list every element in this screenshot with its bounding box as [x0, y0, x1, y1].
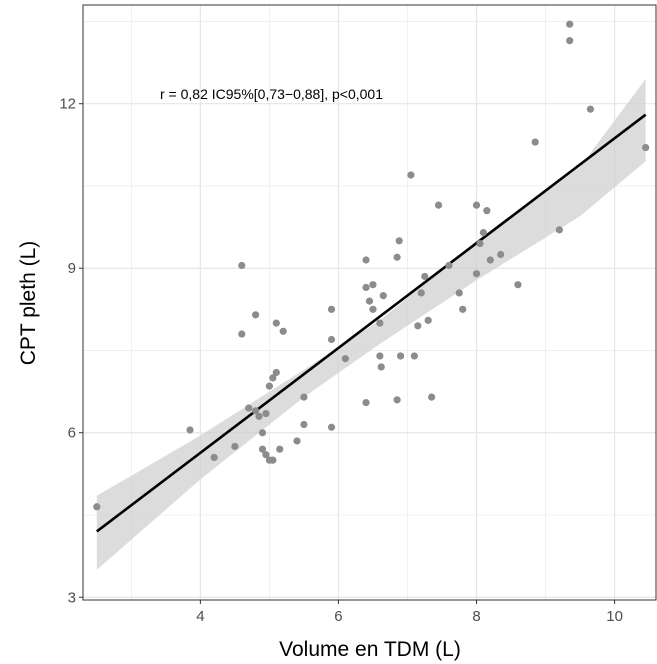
data-point	[276, 445, 284, 453]
data-point	[393, 253, 401, 261]
regression-line	[96, 113, 647, 533]
data-point	[486, 256, 494, 264]
data-point	[369, 305, 377, 313]
data-point	[258, 429, 267, 437]
data-point	[272, 319, 280, 327]
data-point	[396, 352, 405, 360]
data-point	[428, 393, 436, 401]
data-points	[93, 20, 650, 511]
data-point	[376, 352, 384, 360]
data-point	[362, 398, 370, 407]
data-point	[272, 368, 280, 377]
data-point	[362, 256, 370, 264]
data-point	[186, 426, 194, 434]
x-tick-label: 8	[472, 608, 480, 625]
data-point	[231, 442, 239, 451]
data-point	[566, 37, 574, 45]
data-point	[300, 393, 308, 401]
y-tick-label: 3	[68, 589, 76, 606]
data-point	[417, 289, 425, 297]
data-point	[483, 207, 491, 215]
data-point	[424, 316, 432, 324]
data-point	[434, 201, 443, 209]
data-point	[365, 297, 374, 305]
y-axis-ticks: 3 6 9 12	[59, 96, 83, 606]
y-tick-label: 6	[68, 425, 76, 442]
x-tick-label: 10	[606, 608, 623, 625]
data-point	[327, 335, 336, 344]
y-tick-label: 12	[59, 96, 76, 113]
data-point	[293, 437, 301, 445]
data-point	[238, 330, 246, 338]
x-axis-ticks: 4 6 8 10	[196, 600, 623, 625]
data-point	[455, 289, 463, 297]
data-point	[476, 239, 484, 248]
panel-border	[82, 4, 657, 601]
data-point	[258, 445, 267, 453]
data-point	[341, 355, 349, 363]
data-point	[497, 250, 505, 259]
data-point	[531, 138, 539, 146]
data-point	[279, 327, 287, 335]
data-point	[255, 412, 263, 420]
data-point	[269, 456, 277, 464]
data-point	[210, 453, 218, 462]
data-point	[265, 382, 273, 390]
data-point	[586, 105, 595, 113]
data-point	[393, 396, 401, 404]
x-tick-label: 6	[334, 608, 342, 625]
data-point	[479, 228, 488, 237]
data-point	[642, 143, 650, 152]
data-point	[300, 420, 308, 429]
data-point	[93, 503, 101, 511]
x-tick-label: 4	[196, 608, 204, 625]
data-point	[407, 171, 415, 179]
data-point	[238, 261, 246, 270]
data-point	[369, 281, 377, 289]
data-point	[445, 261, 453, 270]
data-point	[251, 407, 260, 415]
data-point	[421, 272, 429, 281]
data-point	[414, 322, 422, 330]
grid-major	[83, 5, 656, 600]
data-point	[395, 237, 403, 245]
data-point	[410, 352, 418, 360]
data-point	[379, 292, 387, 300]
data-point	[262, 451, 270, 459]
data-point	[459, 305, 467, 313]
data-point	[376, 319, 384, 327]
data-point	[555, 226, 563, 234]
correlation-annotation: r = 0,82 IC95%[0,73−0,88], p<0,001	[160, 86, 383, 102]
data-point	[472, 201, 481, 209]
data-point	[251, 311, 260, 319]
data-point	[377, 363, 385, 371]
data-point	[362, 283, 370, 292]
x-axis-title: Volume en TDM (L)	[279, 638, 461, 661]
data-point	[327, 423, 336, 431]
data-point	[327, 305, 336, 313]
data-point	[245, 404, 253, 412]
data-point	[269, 374, 277, 382]
data-point	[472, 270, 481, 278]
data-point	[262, 409, 270, 418]
data-point	[514, 281, 522, 289]
y-tick-label: 9	[68, 260, 76, 277]
data-point	[566, 20, 574, 28]
y-axis-title: CPT pleth (L)	[17, 241, 40, 366]
